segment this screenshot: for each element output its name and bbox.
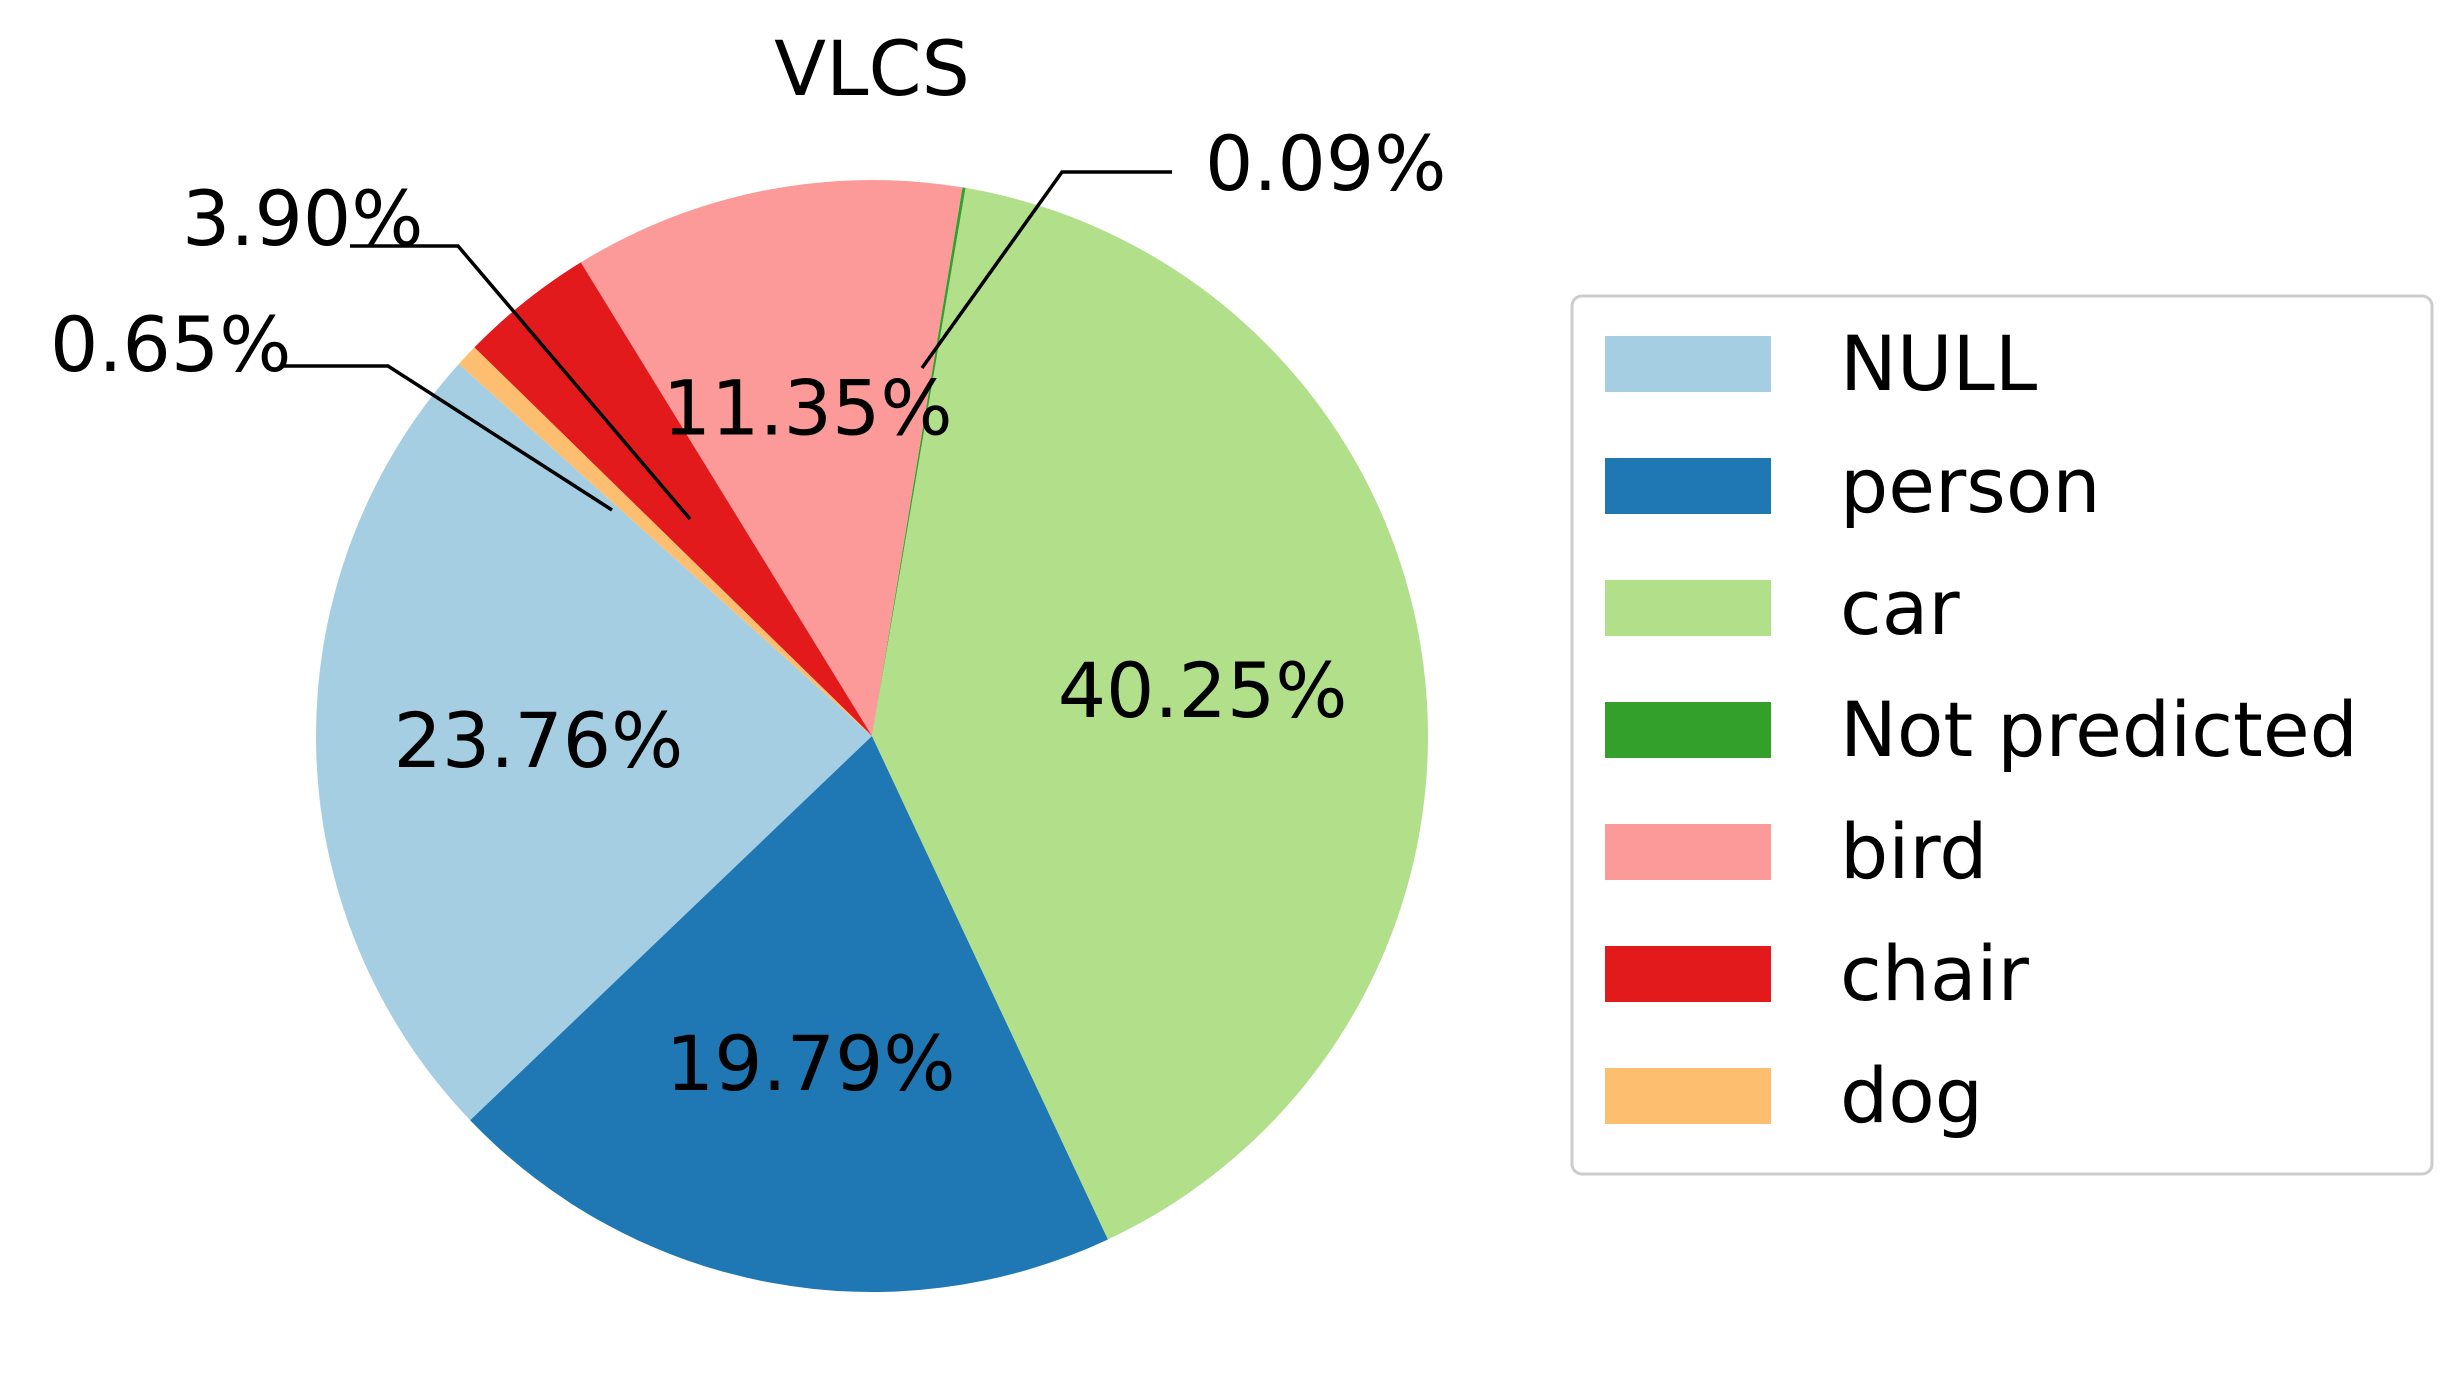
legend-swatch-bird bbox=[1605, 824, 1771, 880]
legend-label-bird: bird bbox=[1840, 807, 1988, 896]
legend-swatch-null bbox=[1605, 336, 1771, 392]
legend-swatch-car bbox=[1605, 580, 1771, 636]
legend-swatch-dog bbox=[1605, 1068, 1771, 1124]
legend-swatch-person bbox=[1605, 458, 1771, 514]
pie-slice-car bbox=[872, 187, 1429, 1240]
slice-label-dog: 0.65% bbox=[50, 300, 291, 389]
legend-label-not-predicted: Not predicted bbox=[1840, 685, 2358, 774]
legend-label-dog: dog bbox=[1840, 1051, 1983, 1140]
slice-label-not-predicted: 0.09% bbox=[1205, 119, 1446, 208]
leader-line-not-predicted bbox=[920, 170, 1172, 370]
legend-swatch-not-predicted bbox=[1605, 702, 1771, 758]
leader-line-chair bbox=[350, 244, 692, 521]
slice-label-null: 23.76% bbox=[394, 696, 684, 785]
legend-frame bbox=[1570, 294, 2434, 1176]
legend-label-car: car bbox=[1840, 563, 1960, 652]
legend-label-null: NULL bbox=[1840, 319, 2037, 408]
slice-labels: 23.76% 19.79% 40.25% 0.09% 11.35% 3.90% 0.65% bbox=[50, 119, 1446, 1108]
chart-title: VLCS bbox=[774, 24, 970, 113]
leader-line-dog bbox=[280, 364, 613, 512]
slice-label-bird: 11.35% bbox=[663, 364, 953, 453]
pie-slice-person bbox=[470, 736, 1108, 1293]
slice-label-person: 19.79% bbox=[666, 1019, 956, 1108]
pie-slice-bird bbox=[580, 179, 963, 736]
leader-lines bbox=[280, 170, 1172, 521]
slice-label-car: 40.25% bbox=[1058, 646, 1348, 735]
pie-slice-not-predicted bbox=[872, 187, 966, 736]
legend-label-person: person bbox=[1840, 441, 2101, 530]
slice-label-chair: 3.90% bbox=[182, 174, 423, 263]
legend-swatch-chair bbox=[1605, 946, 1771, 1002]
pie-slice-null bbox=[316, 363, 872, 1121]
legend-label-chair: chair bbox=[1840, 929, 2030, 1018]
pie-slice-dog bbox=[458, 347, 872, 736]
legend: NULL person car Not predicted bird chair dog bbox=[1570, 294, 2434, 1176]
